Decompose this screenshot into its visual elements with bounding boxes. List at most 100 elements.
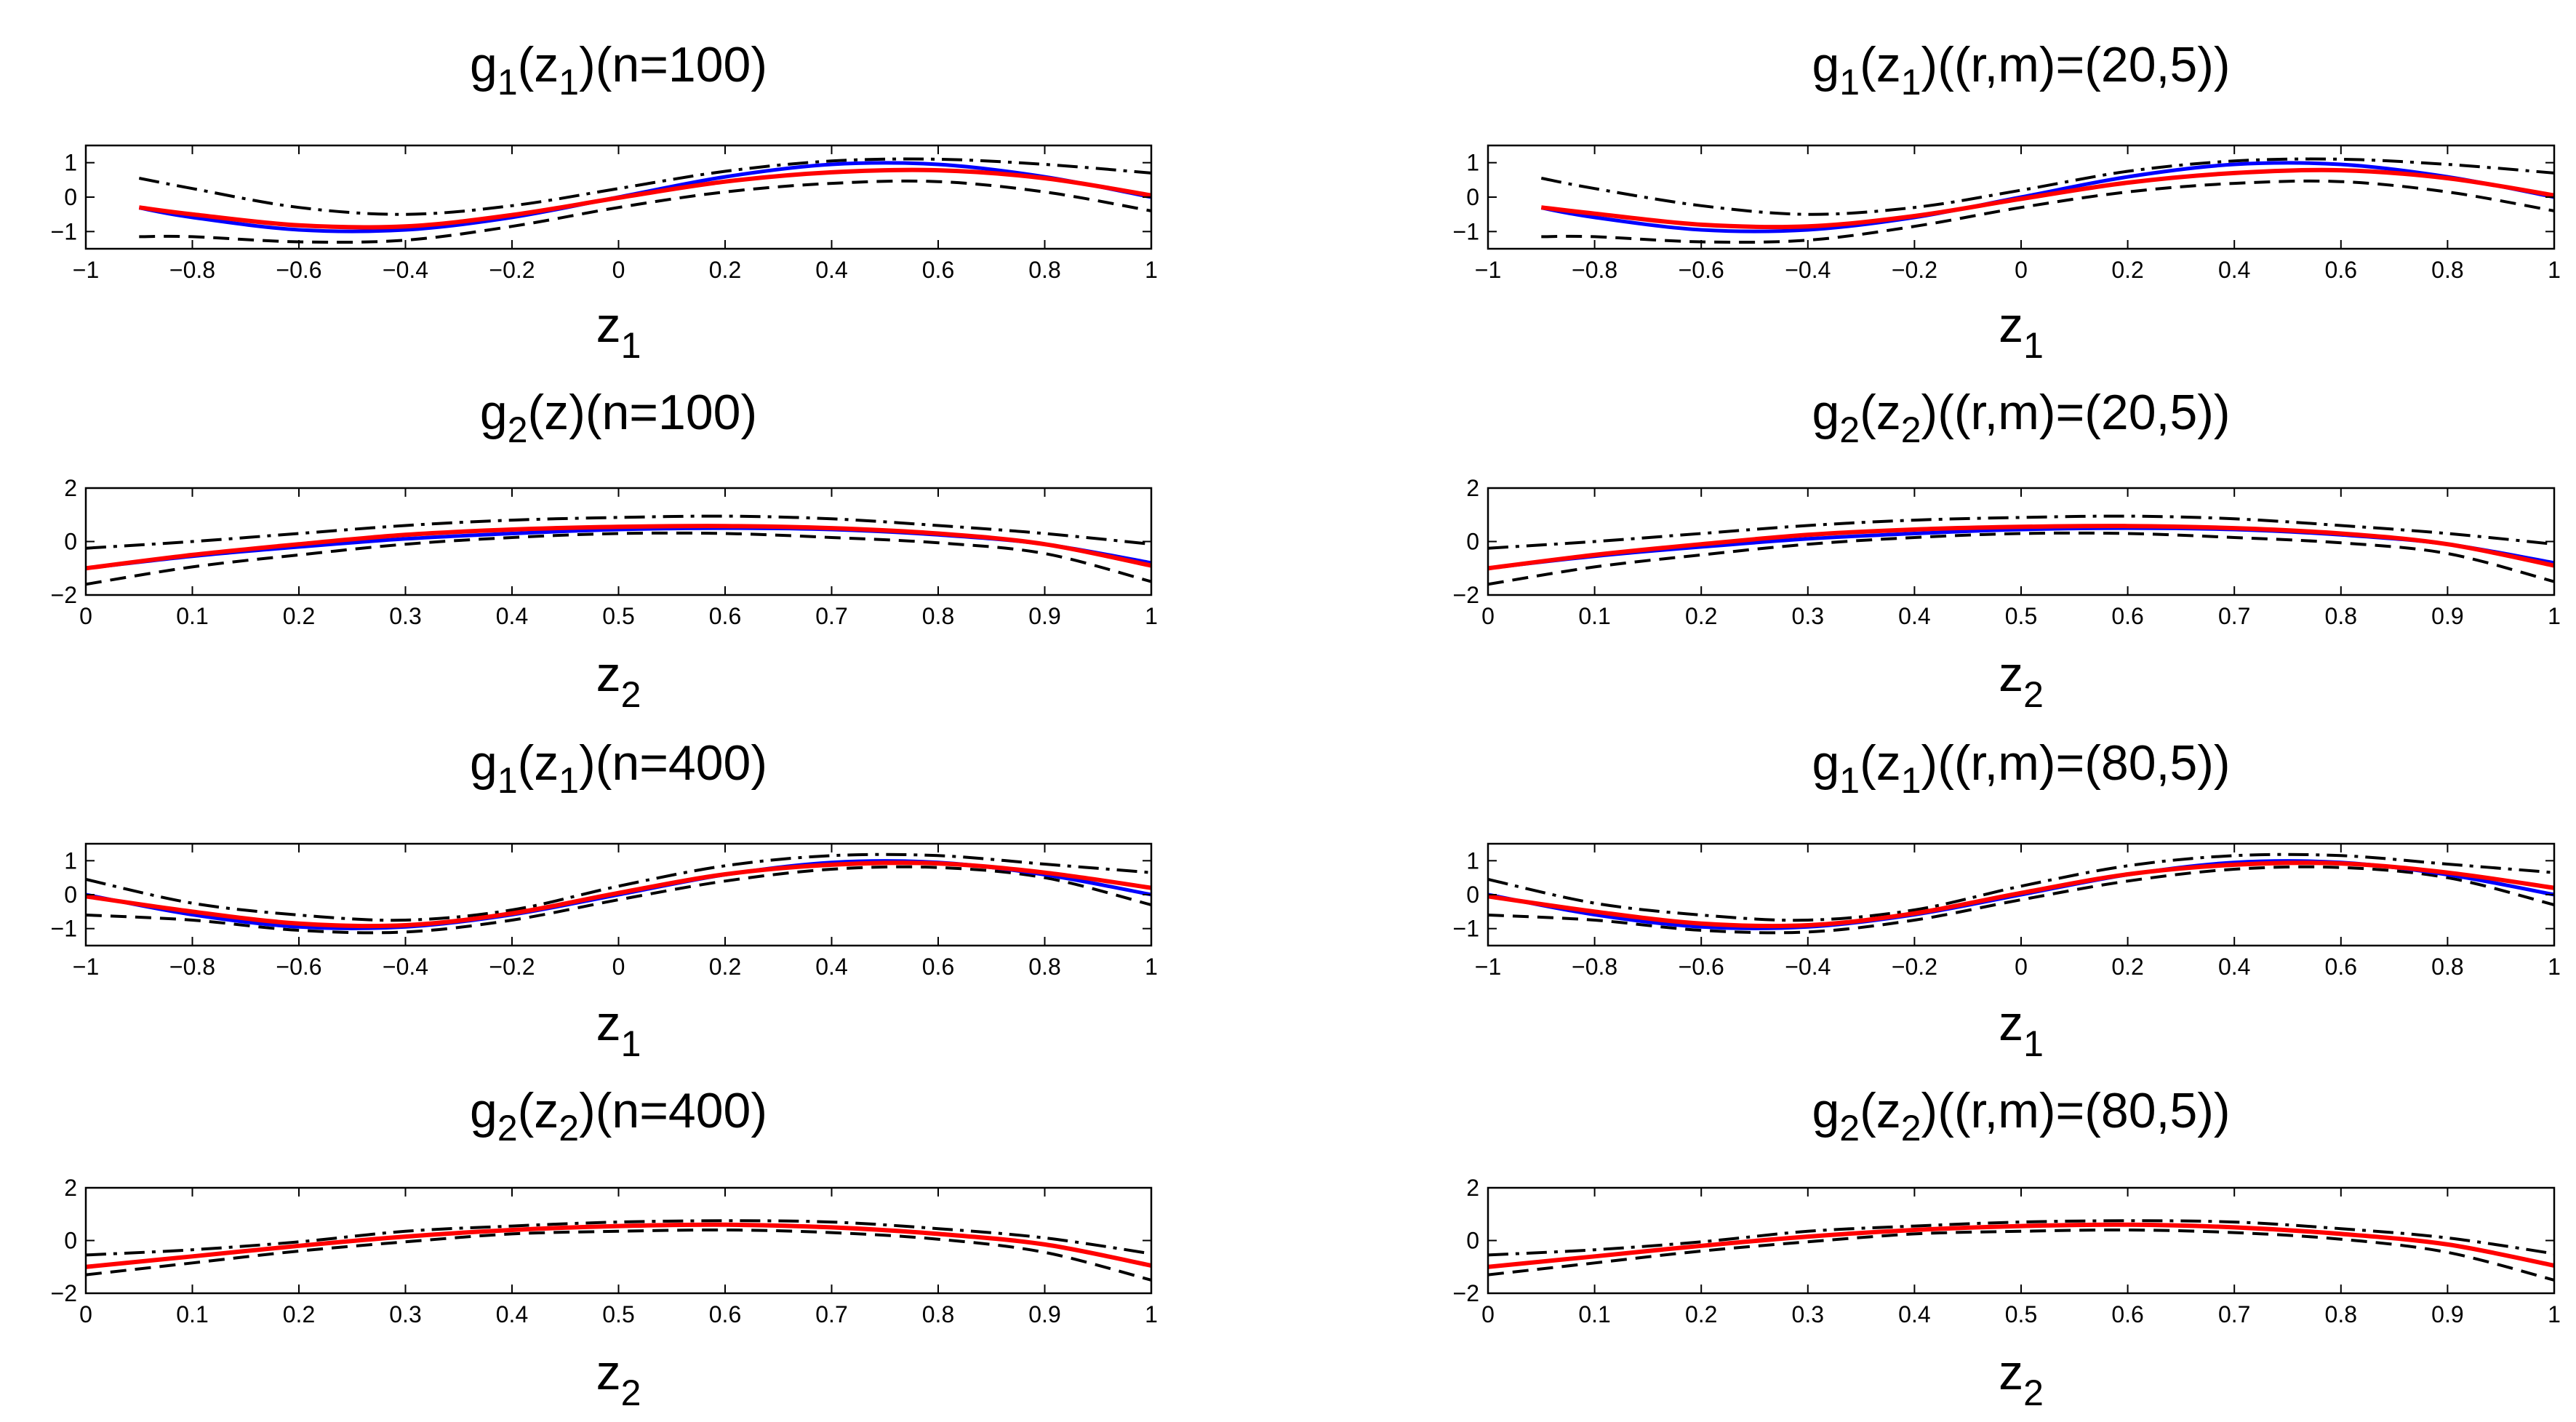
x-tick-label: 0.2 bbox=[2111, 257, 2143, 283]
x-tick-label: 0.4 bbox=[1898, 1301, 1930, 1327]
y-tick-label: −1 bbox=[51, 218, 77, 244]
y-tick-label: 0 bbox=[1466, 882, 1479, 908]
series-group bbox=[86, 852, 1151, 935]
x-tick-label: −1 bbox=[73, 257, 99, 283]
estimate-curve bbox=[1488, 860, 2554, 929]
x-tick-label: 0.5 bbox=[602, 1301, 634, 1327]
y-tick-label: −1 bbox=[1453, 916, 1479, 942]
x-tick-label: 0 bbox=[1481, 1301, 1495, 1327]
chart-title-rest: )((r,m)=(20,5)) bbox=[1921, 385, 2231, 440]
chart-title-rest: )(n=100) bbox=[579, 37, 767, 92]
x-tick-label: 0.2 bbox=[1685, 1301, 1717, 1327]
chart-title-rest: )((r,m)=(80,5)) bbox=[1921, 1083, 2231, 1138]
chart-title-rest: )(n=100) bbox=[569, 385, 757, 440]
x-axis-label-sub: 1 bbox=[621, 1023, 641, 1064]
x-tick-label: 0.1 bbox=[1578, 603, 1610, 629]
chart-title-sub2: 1 bbox=[559, 62, 579, 103]
x-axis-label-main: z bbox=[596, 647, 621, 702]
chart-title-mid: (z bbox=[1860, 37, 1901, 92]
x-tick-label: 1 bbox=[2548, 954, 2561, 980]
chart-title-main: g bbox=[480, 385, 508, 440]
y-tick-label: 0 bbox=[64, 184, 77, 210]
chart-title-mid: (z bbox=[518, 37, 559, 92]
estimate-curve bbox=[138, 167, 1151, 230]
x-tick-label: 0.8 bbox=[2431, 257, 2463, 283]
x-axis-label: z1 bbox=[596, 297, 641, 366]
x-tick-label: 0.3 bbox=[389, 1301, 421, 1327]
chart-title: g1(z1)((r,m)=(20,5)) bbox=[1812, 37, 2230, 103]
estimate-curve bbox=[86, 524, 1151, 571]
chart-title-rest: )((r,m)=(20,5)) bbox=[1921, 37, 2231, 92]
x-tick-label: 0 bbox=[1481, 603, 1495, 629]
x-axis-label: z2 bbox=[1999, 1345, 2044, 1413]
x-tick-label: 1 bbox=[1145, 603, 1158, 629]
x-tick-label: 0.4 bbox=[496, 1301, 528, 1327]
y-tick-label: −2 bbox=[51, 582, 77, 608]
x-tick-label: 0.6 bbox=[2325, 257, 2357, 283]
chart-panel-7: g2(z2)(n=400)0 0.1 0.2 0.3 0.4 0.5 0.6 0.7 0.8 0.… bbox=[51, 1083, 1158, 1413]
y-tick-label: −1 bbox=[1453, 218, 1479, 244]
x-tick-label: −0.4 bbox=[383, 257, 428, 283]
estimate-curve bbox=[1540, 167, 2554, 230]
chart-panel-2: g1(z1)((r,m)=(20,5))−1 −0.8 −0.6 −0.4 −0.2 0 0… bbox=[1453, 37, 2561, 366]
series-group bbox=[138, 157, 1151, 244]
y-tick-label: 0 bbox=[1466, 529, 1479, 555]
x-tick-label: 1 bbox=[2548, 1301, 2561, 1327]
series-group bbox=[1488, 514, 2554, 586]
chart-title-mid: (z bbox=[518, 1083, 559, 1138]
x-axis-label: z1 bbox=[1999, 297, 2044, 366]
x-axis-label-sub: 2 bbox=[2023, 1373, 2044, 1413]
x-tick-label: 0.7 bbox=[2218, 1301, 2250, 1327]
x-tick-label: 0.3 bbox=[389, 603, 421, 629]
x-axis-label-main: z bbox=[1999, 297, 2023, 353]
chart-title-sub2: 1 bbox=[559, 760, 579, 801]
x-tick-label: 1 bbox=[1145, 954, 1158, 980]
x-axis-label: z1 bbox=[596, 996, 641, 1064]
x-tick-label: 0.6 bbox=[922, 257, 954, 283]
x-axis-label-main: z bbox=[596, 1345, 621, 1400]
x-tick-label: 0.2 bbox=[283, 1301, 315, 1327]
chart-title-rest: )((r,m)=(80,5)) bbox=[1921, 735, 2231, 791]
x-tick-label: 0.9 bbox=[2431, 603, 2463, 629]
axes-box bbox=[84, 487, 1153, 596]
x-tick-label: −1 bbox=[1475, 257, 1501, 283]
x-tick-label: 0.2 bbox=[2111, 954, 2143, 980]
y-tick-label: −2 bbox=[51, 1280, 77, 1306]
upper-band-curve bbox=[86, 514, 1151, 550]
x-tick-label: 0.7 bbox=[815, 603, 847, 629]
y-tick-label: 1 bbox=[1466, 847, 1479, 874]
chart-title-sub: 2 bbox=[1839, 410, 1860, 450]
chart-title-sub: 1 bbox=[497, 62, 518, 103]
x-tick-label: 0.2 bbox=[709, 954, 741, 980]
estimate-curve bbox=[1488, 1222, 2554, 1269]
x-axis-label-main: z bbox=[1999, 1345, 2023, 1400]
x-tick-label: 0.5 bbox=[602, 603, 634, 629]
x-tick-label: 0.3 bbox=[1792, 603, 1824, 629]
x-tick-label: −0.2 bbox=[1892, 257, 1937, 283]
chart-title-rest: )(n=400) bbox=[579, 735, 767, 791]
x-tick-label: 0.8 bbox=[1028, 954, 1060, 980]
x-tick-label: 0.6 bbox=[922, 954, 954, 980]
x-tick-label: 0.6 bbox=[709, 1301, 741, 1327]
chart-title-sub: 1 bbox=[1839, 62, 1860, 103]
x-tick-label: 0.1 bbox=[1578, 1301, 1610, 1327]
chart-title: g1(z1)((r,m)=(80,5)) bbox=[1812, 735, 2230, 801]
x-tick-label: 0.1 bbox=[176, 1301, 208, 1327]
x-tick-label: 0.1 bbox=[176, 603, 208, 629]
x-tick-label: 0.9 bbox=[2431, 1301, 2463, 1327]
chart-title-sub2: 1 bbox=[1901, 760, 1921, 801]
chart-title-main: g bbox=[470, 37, 497, 92]
x-tick-label: −0.6 bbox=[276, 257, 321, 283]
estimate-curve bbox=[1488, 524, 2554, 571]
chart-title: g2(z2)((r,m)=(20,5)) bbox=[1812, 385, 2230, 450]
chart-title: g2(z2)(n=400) bbox=[470, 1083, 767, 1149]
estimate-curve bbox=[86, 860, 1151, 929]
axes-box bbox=[1487, 487, 2556, 596]
x-tick-label: 0 bbox=[612, 257, 625, 283]
lower-band-curve bbox=[86, 865, 1151, 935]
chart-title-sub: 2 bbox=[508, 410, 528, 450]
x-tick-label: 1 bbox=[2548, 257, 2561, 283]
chart-title-mid: (z bbox=[1860, 385, 1901, 440]
chart-title-mid: (z bbox=[1860, 735, 1901, 791]
